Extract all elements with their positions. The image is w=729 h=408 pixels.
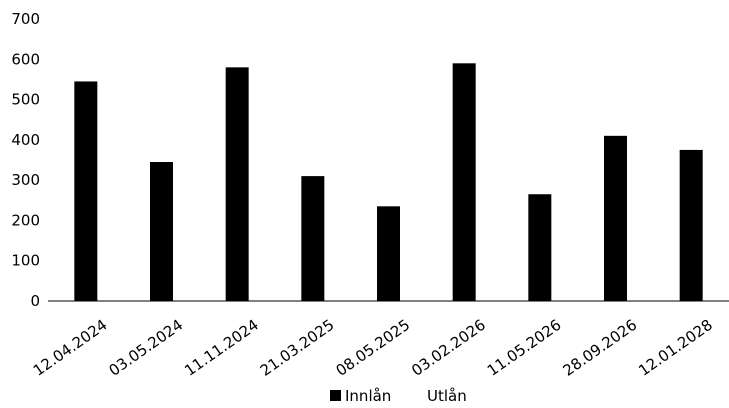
y-tick-label: 100	[11, 252, 40, 270]
x-tick-label: 12.04.2024	[30, 316, 111, 380]
x-tick-label: 03.05.2024	[106, 316, 187, 380]
y-tick-label: 300	[11, 171, 40, 189]
x-tick-label: 03.02.2026	[408, 316, 489, 380]
x-tick-label: 12.01.2028	[635, 316, 716, 380]
bar	[679, 149, 703, 301]
y-tick-label: 700	[11, 10, 40, 28]
y-tick-label: 500	[11, 91, 40, 109]
bar	[452, 63, 476, 301]
bar	[150, 162, 173, 301]
bar	[377, 206, 400, 301]
legend: Innlån Utlån	[330, 387, 467, 405]
bar	[604, 135, 627, 301]
y-tick-label: 400	[11, 131, 40, 149]
bar	[528, 194, 552, 301]
legend-swatch-innlan	[330, 390, 341, 401]
x-tick-label: 21.03.2025	[257, 316, 338, 380]
legend-label-innlan: Innlån	[345, 387, 391, 405]
y-tick-label: 200	[11, 211, 40, 229]
legend-label-utlan: Utlån	[427, 387, 467, 405]
bars	[74, 63, 703, 301]
y-axis-labels: 0 100 200 300 400 500 600 700	[11, 10, 40, 310]
legend-swatch-utlan	[412, 390, 423, 401]
x-axis-labels: 12.04.202403.05.202411.11.202421.03.2025…	[30, 316, 716, 380]
bar	[225, 67, 249, 301]
bar	[301, 176, 325, 301]
x-tick-label: 11.05.2026	[484, 316, 565, 380]
y-tick-label: 0	[30, 292, 40, 310]
x-tick-label: 08.05.2025	[333, 316, 414, 380]
x-tick-label: 28.09.2026	[560, 316, 641, 380]
x-tick-label: 11.11.2024	[181, 316, 262, 380]
bar	[74, 81, 98, 301]
y-tick-label: 600	[11, 50, 40, 68]
